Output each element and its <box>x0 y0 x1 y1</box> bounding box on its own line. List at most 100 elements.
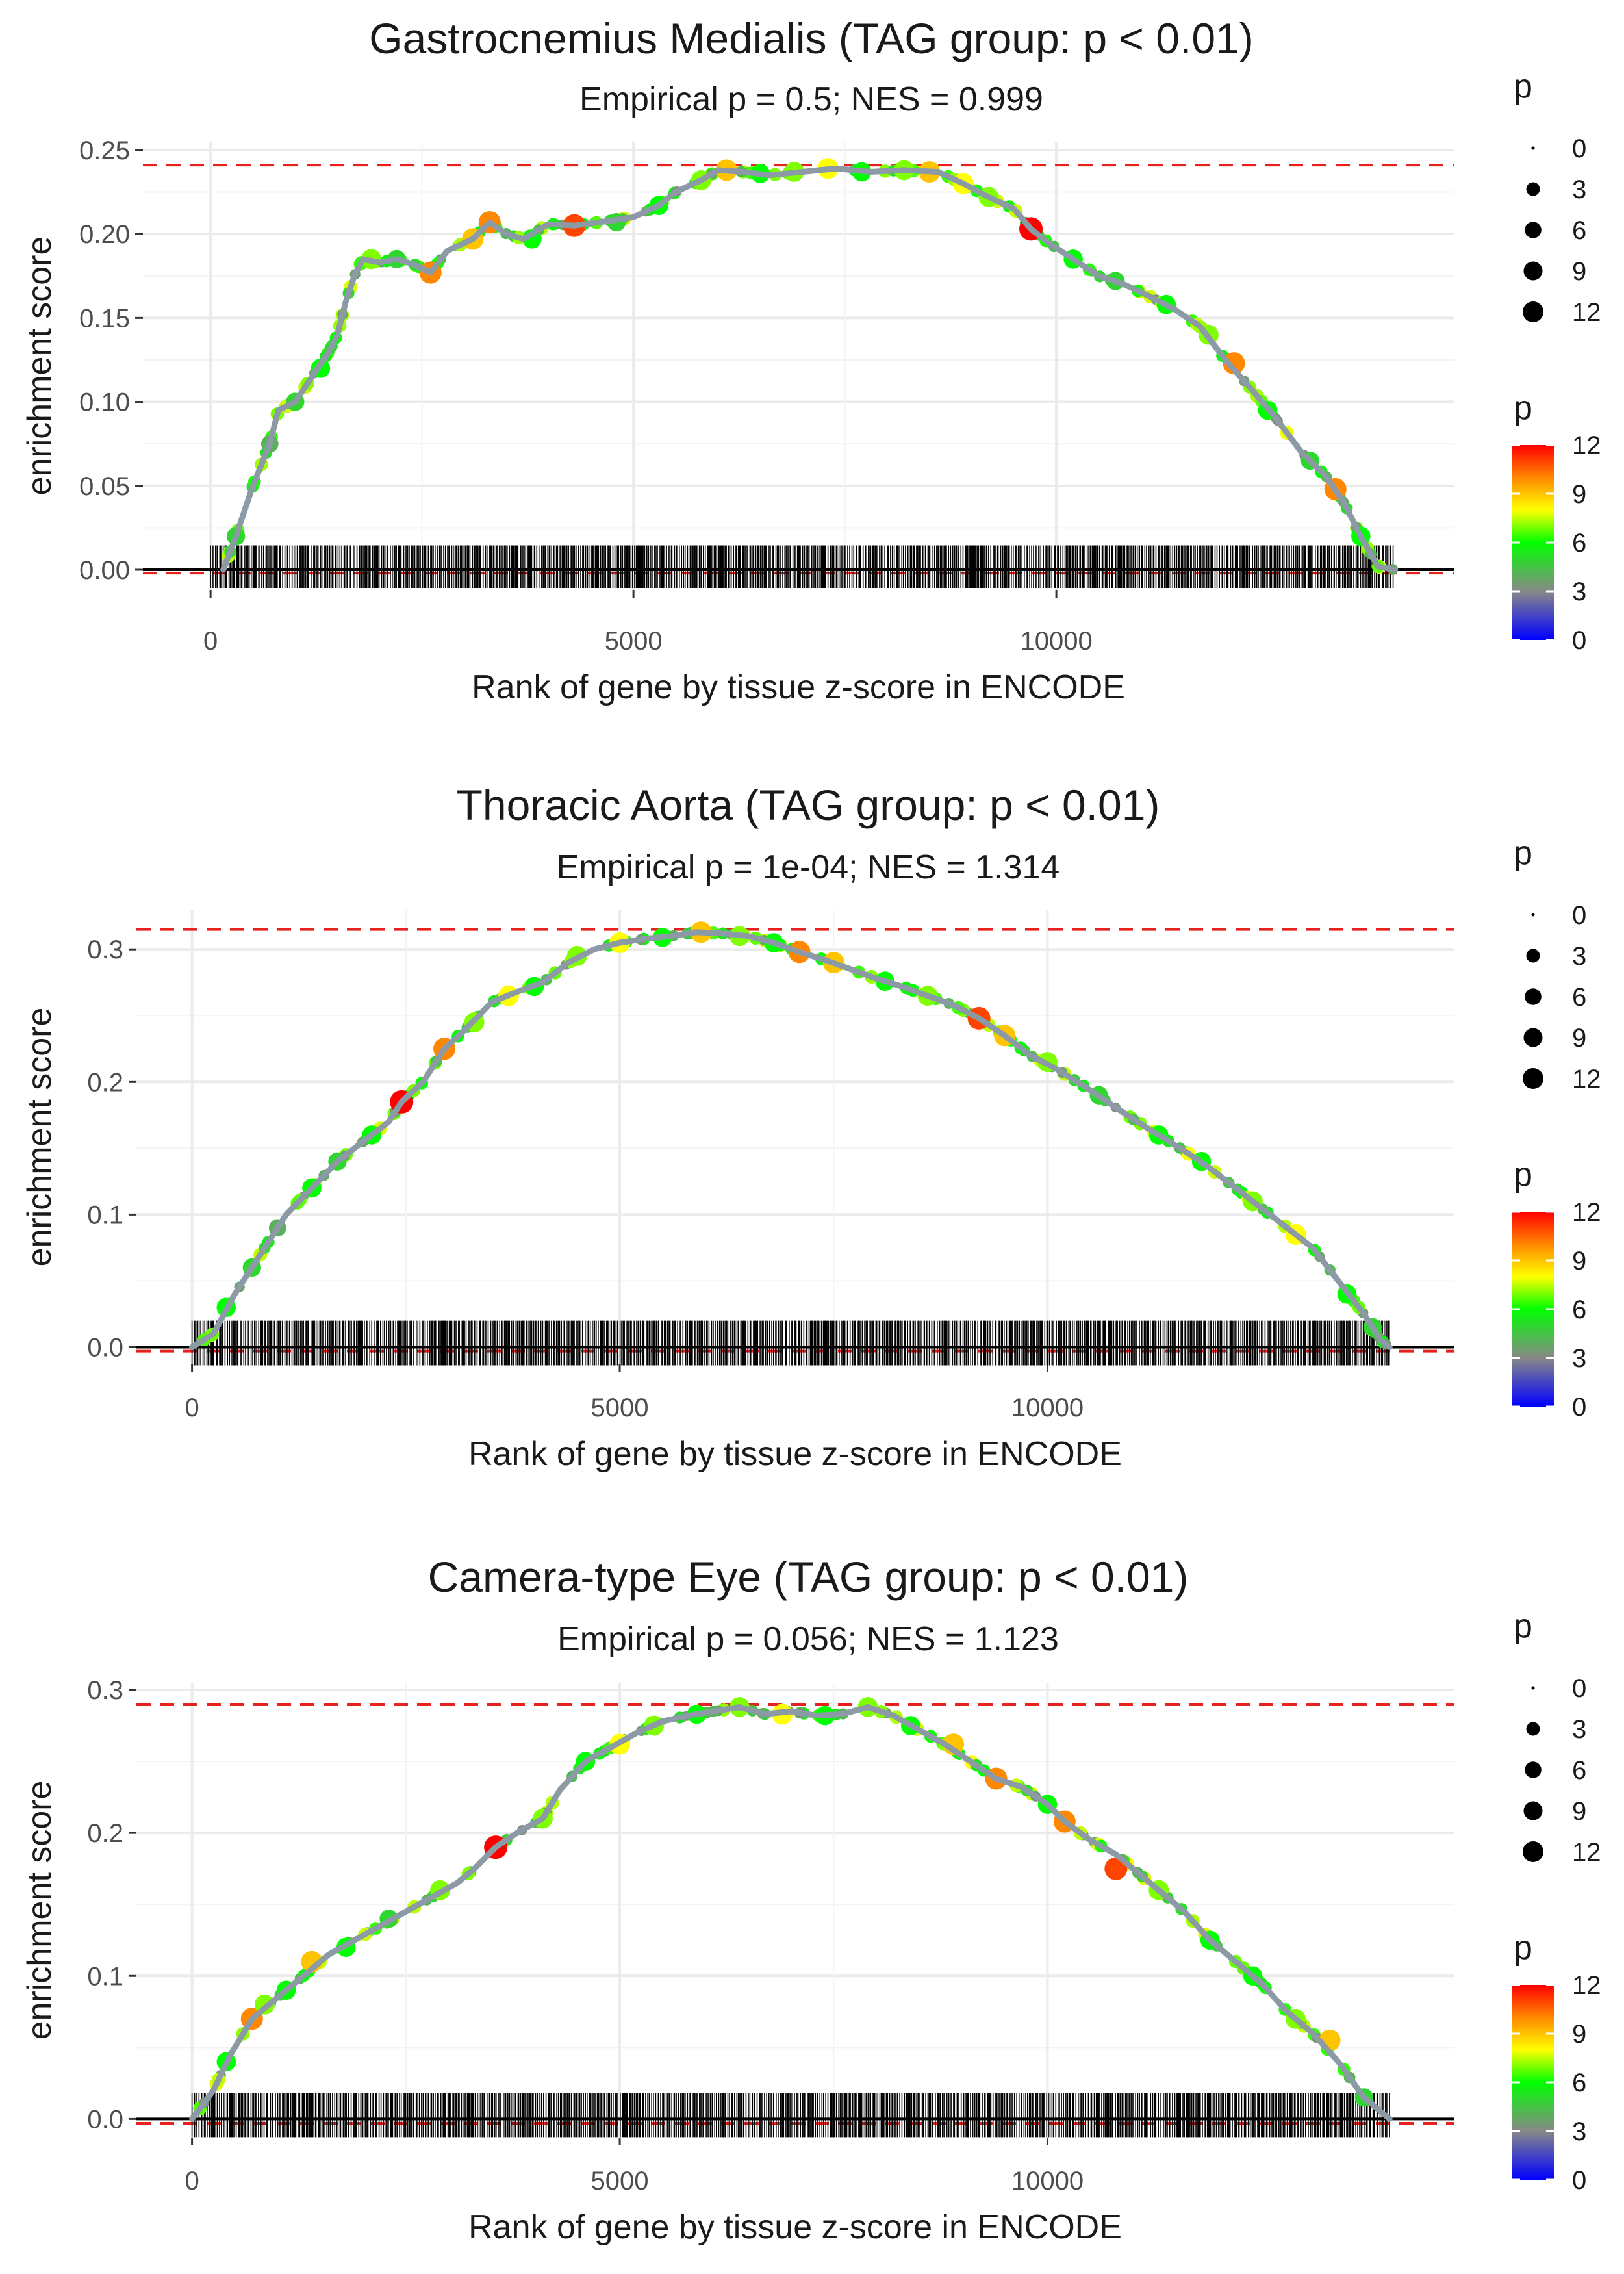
color-legend-label: 0 <box>1572 2166 1586 2195</box>
y-tick-label: 0.10 <box>79 389 130 417</box>
x-tick-label: 0 <box>184 1394 199 1422</box>
y-tick-label: 0.2 <box>87 1068 123 1097</box>
chart-title: Gastrocnemius Medialis (TAG group: p < 0… <box>369 14 1254 62</box>
size-legend: p 0 3 6 9 12 <box>1514 1607 1601 1867</box>
size-legend-label: 12 <box>1572 1838 1601 1867</box>
y-tick-label: 0.20 <box>79 220 130 249</box>
color-legend-label: 6 <box>1572 529 1586 557</box>
x-axis-title: Rank of gene by tissue z-score in ENCODE <box>468 2208 1122 2246</box>
chart-subtitle: Empirical p = 0.5; NES = 0.999 <box>579 81 1043 118</box>
size-legend-key <box>1531 1686 1535 1690</box>
enrichment-curve <box>220 165 1398 573</box>
size-legend-key <box>1523 261 1543 281</box>
size-legend-label: 6 <box>1572 983 1586 1012</box>
color-legend-label: 12 <box>1572 1971 1601 2000</box>
color-legend-label: 6 <box>1572 1296 1586 1324</box>
y-axis-title: enrichment score <box>21 1781 58 2040</box>
size-legend-key <box>1523 301 1543 322</box>
points <box>193 1697 1374 2115</box>
grid <box>143 142 1454 590</box>
y-tick-label: 0.1 <box>87 1962 123 1991</box>
size-legend-key <box>1525 988 1542 1005</box>
size-legend-label: 9 <box>1572 1024 1586 1053</box>
color-legend-label: 3 <box>1572 1344 1586 1373</box>
color-legend-label: 3 <box>1572 578 1586 606</box>
size-legend-title: p <box>1514 834 1532 872</box>
size-legend-title: p <box>1514 1607 1532 1645</box>
size-legend-label: 3 <box>1572 942 1586 971</box>
y-tick-label: 0.0 <box>87 2105 123 2134</box>
size-legend-key <box>1526 949 1540 963</box>
size-legend-label: 0 <box>1572 901 1586 930</box>
color-legend-title: p <box>1514 1929 1532 1967</box>
size-legend-key <box>1523 1801 1543 1820</box>
color-legend-label: 0 <box>1572 1393 1586 1422</box>
color-legend-label: 12 <box>1572 431 1601 460</box>
chart-subtitle: Empirical p = 1e-04; NES = 1.314 <box>557 849 1060 886</box>
size-legend-key <box>1525 222 1542 238</box>
size-legend-key <box>1526 182 1540 196</box>
x-tick-label: 0 <box>184 2167 199 2195</box>
chart-title: Camera-type Eye (TAG group: p < 0.01) <box>428 1553 1189 1601</box>
x-tick-label: 5000 <box>591 1394 649 1422</box>
y-tick-label: 0.00 <box>79 556 130 585</box>
size-legend-label: 0 <box>1572 1674 1586 1703</box>
chart-subtitle: Empirical p = 0.056; NES = 1.123 <box>557 1620 1059 1658</box>
grid <box>136 1683 1454 2138</box>
rug <box>191 1320 1390 1366</box>
size-legend-label: 12 <box>1572 298 1601 327</box>
x-axis-title: Rank of gene by tissue z-score in ENCODE <box>468 1435 1122 1473</box>
rug <box>210 545 1394 588</box>
color-legend-title: p <box>1514 389 1532 427</box>
data-point <box>1104 1857 1128 1880</box>
size-legend-key <box>1526 1722 1540 1736</box>
y-axis-title: enrichment score <box>21 236 58 496</box>
x-tick-label: 5000 <box>591 2167 649 2195</box>
size-legend-key <box>1525 1761 1542 1778</box>
chart-title: Thoracic Aorta (TAG group: p < 0.01) <box>457 781 1160 829</box>
y-tick-label: 0.05 <box>79 472 130 501</box>
grid <box>136 910 1454 1364</box>
x-tick-label: 10000 <box>1020 627 1092 656</box>
x-tick-label: 5000 <box>605 627 663 656</box>
chart-panel-1: Gastrocnemius Medialis (TAG group: p < 0… <box>21 14 1601 706</box>
size-legend-label: 0 <box>1572 134 1586 163</box>
y-tick-label: 0.25 <box>79 136 130 165</box>
x-tick-label: 10000 <box>1011 1394 1084 1422</box>
chart-panel-3: Camera-type Eye (TAG group: p < 0.01) Emp… <box>21 1553 1601 2246</box>
size-legend-label: 3 <box>1572 175 1586 204</box>
y-tick-label: 0.3 <box>87 1676 123 1705</box>
size-legend-key <box>1531 146 1535 150</box>
size-legend: p 0 3 6 9 12 <box>1514 68 1601 327</box>
data-point <box>1223 352 1245 375</box>
x-tick-label: 0 <box>203 627 218 656</box>
y-tick-label: 0.1 <box>87 1201 123 1229</box>
color-legend-label: 9 <box>1572 2020 1586 2049</box>
x-axis-title: Rank of gene by tissue z-score in ENCODE <box>472 669 1125 706</box>
color-legend-label: 6 <box>1572 2069 1586 2097</box>
enrichment-curve <box>189 929 1393 1350</box>
size-legend-label: 6 <box>1572 1756 1586 1785</box>
color-legend-label: 9 <box>1572 480 1586 509</box>
points <box>222 158 1399 575</box>
enrichment-curve <box>189 1704 1393 2122</box>
size-legend-label: 9 <box>1572 1797 1586 1826</box>
size-legend-label: 12 <box>1572 1065 1601 1093</box>
x-tick-label: 10000 <box>1011 2167 1084 2195</box>
y-axis-title: enrichment score <box>21 1008 58 1267</box>
color-legend-label: 9 <box>1572 1247 1586 1275</box>
color-legend: p 0 3 6 9 12 <box>1512 1929 1601 2195</box>
size-legend-key <box>1523 1028 1543 1047</box>
chart-panel-2: Thoracic Aorta (TAG group: p < 0.01) Empi… <box>21 781 1601 1473</box>
y-tick-label: 0.15 <box>79 304 130 333</box>
size-legend-key <box>1523 1841 1543 1862</box>
color-legend-label: 3 <box>1572 2117 1586 2146</box>
color-legend-label: 12 <box>1572 1198 1601 1227</box>
y-tick-label: 0.2 <box>87 1819 123 1848</box>
size-legend-title: p <box>1514 68 1532 105</box>
y-tick-label: 0.3 <box>87 936 123 964</box>
points <box>197 921 1391 1350</box>
y-tick-label: 0.0 <box>87 1333 123 1362</box>
size-legend-label: 9 <box>1572 257 1586 286</box>
